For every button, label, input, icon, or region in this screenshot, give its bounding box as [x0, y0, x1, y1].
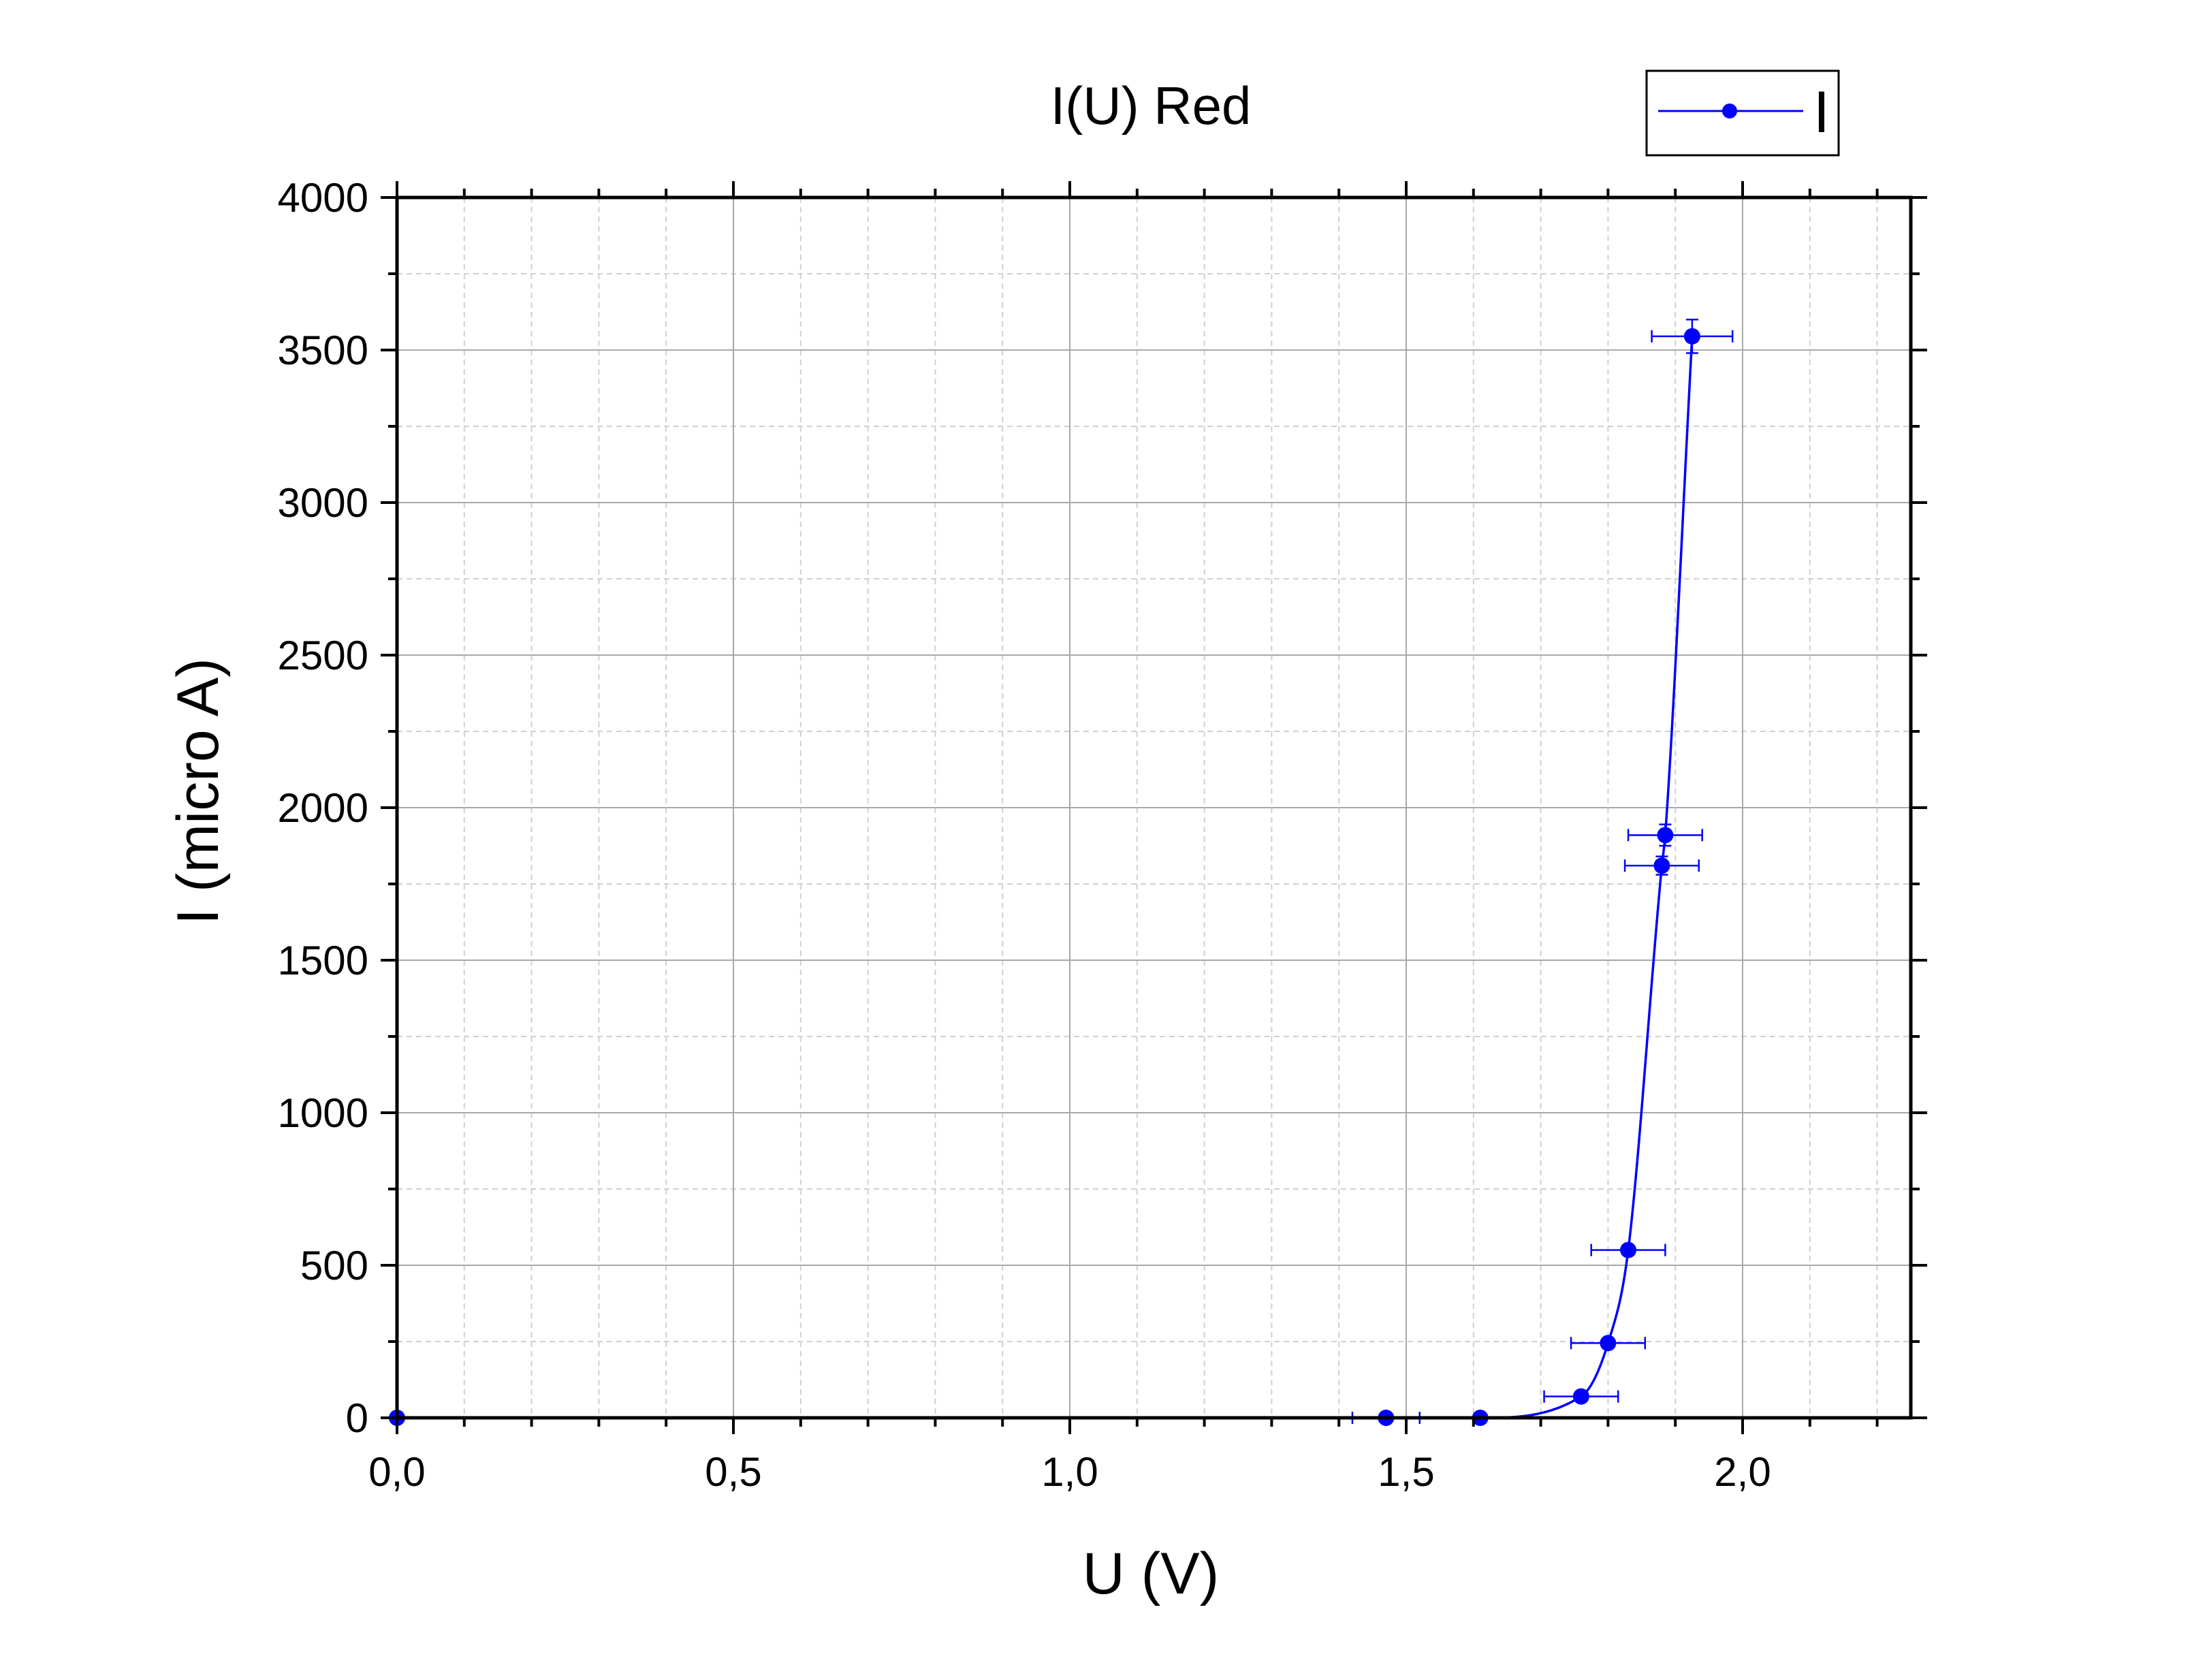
series-layer — [389, 318, 1734, 1426]
data-point — [1657, 827, 1674, 844]
legend-label: I — [1813, 80, 1830, 145]
y-tick-label: 500 — [300, 1243, 368, 1288]
x-tick-label: 0,0 — [368, 1449, 425, 1495]
data-point — [1653, 857, 1670, 874]
legend-marker-swatch — [1722, 104, 1737, 118]
legend-box — [1645, 69, 1840, 157]
y-tick-label: 3500 — [278, 328, 368, 373]
y-tick-label: 4000 — [278, 175, 368, 221]
x-tick-label: 1,0 — [1041, 1449, 1098, 1495]
data-point — [1620, 1241, 1637, 1258]
legend: I — [1645, 69, 1840, 157]
data-point — [1600, 1335, 1617, 1352]
y-tick-label: 2000 — [278, 785, 368, 831]
grid — [396, 197, 1911, 1419]
x-tick-label: 1,5 — [1378, 1449, 1434, 1495]
data-point — [1683, 328, 1700, 345]
axes: 0,0 0,5 1,0 1,5 2,0 0 500 1000 1500 2000 2500 3000 3… — [278, 175, 1927, 1495]
x-axis-title: U (V) — [1083, 1541, 1220, 1606]
y-tick-label: 3000 — [278, 480, 368, 526]
y-tick-label: 1500 — [278, 938, 368, 983]
x-tick-label: 0,5 — [705, 1449, 761, 1495]
data-point — [1572, 1388, 1589, 1405]
chart-title: I(U) Red — [1051, 76, 1252, 136]
y-axis-title: I (micro A) — [165, 658, 231, 925]
y-tick-label: 2500 — [278, 633, 368, 678]
y-tick-label: 0 — [346, 1395, 368, 1441]
y-tick-label: 1000 — [278, 1090, 368, 1136]
x-tick-label: 2,0 — [1714, 1449, 1771, 1495]
